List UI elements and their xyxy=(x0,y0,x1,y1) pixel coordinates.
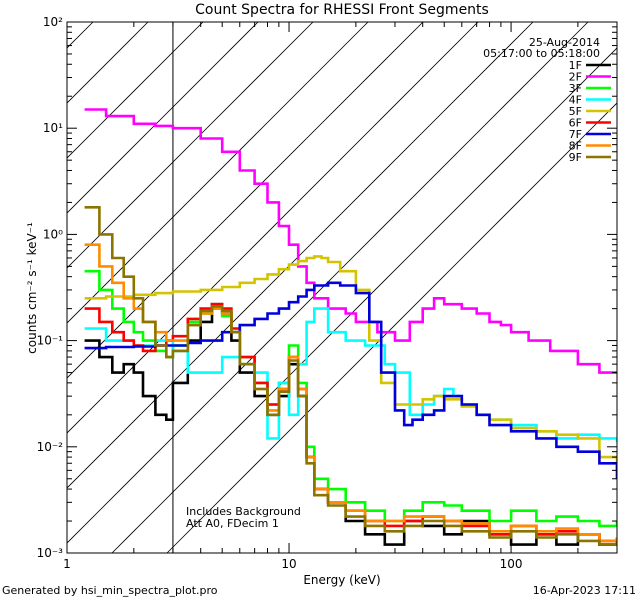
hatch-line xyxy=(67,22,424,379)
legend-label-3F: 3F xyxy=(569,82,582,95)
x-axis-label: Energy (keV) xyxy=(303,573,380,587)
legend-label-7F: 7F xyxy=(569,128,582,141)
legend-label-8F: 8F xyxy=(569,140,582,153)
y-tick-label: 10¹ xyxy=(43,121,63,135)
x-tick-labels: 1 10 100 xyxy=(63,557,522,571)
plot-frame xyxy=(66,21,618,554)
legend-label-4F: 4F xyxy=(569,94,582,107)
date-label: 25-Aug-2014 xyxy=(529,36,600,49)
series-7F xyxy=(84,281,617,479)
annotation-attenuator: Att A0, FDecim 1 xyxy=(186,517,279,530)
footer-generated-by: Generated by hsi_min_spectra_plot.pro xyxy=(2,584,218,597)
footer-timestamp: 16-Apr-2023 17:11 xyxy=(533,584,636,597)
y-axis-label: counts cm⁻² s⁻¹ keV⁻¹ xyxy=(25,222,39,354)
y-tick-label: 10⁻¹ xyxy=(37,334,64,348)
legend-label-5F: 5F xyxy=(569,105,582,118)
y-tick-label: 10⁻² xyxy=(37,440,64,454)
y-tick-label: 10⁰ xyxy=(43,227,63,241)
series-layer xyxy=(84,108,617,546)
x-tick-label: 100 xyxy=(500,557,523,571)
hatch-line xyxy=(67,22,314,269)
hatch-line xyxy=(67,22,479,434)
y-tick-label: 10⁻³ xyxy=(37,546,64,560)
series-9F xyxy=(84,206,617,546)
hatch-line xyxy=(67,22,589,544)
hatch-line xyxy=(67,22,259,214)
legend-label-1F: 1F xyxy=(569,59,582,72)
legend-label-6F: 6F xyxy=(569,117,582,130)
hatch-line xyxy=(111,47,617,553)
hatch-line xyxy=(67,22,534,489)
hatch-line xyxy=(67,22,204,159)
hatched-region xyxy=(67,22,617,553)
chart-title: Count Spectra for RHESSI Front Segments xyxy=(195,2,489,18)
axis-ticks xyxy=(66,21,618,554)
series-5F xyxy=(84,255,617,471)
time-range-label: 05:17:00 to 05:18:00 xyxy=(483,47,600,60)
x-tick-label: 10 xyxy=(281,557,296,571)
hatch-line xyxy=(67,22,369,324)
y-tick-labels: 10⁻³ 10⁻² 10⁻¹ 10⁰ 10¹ 10² xyxy=(37,15,64,560)
legend-label-2F: 2F xyxy=(569,71,582,84)
series-2F xyxy=(84,108,617,374)
x-tick-label: 1 xyxy=(63,557,71,571)
legend-label-9F: 9F xyxy=(569,151,582,164)
y-tick-label: 10² xyxy=(43,15,63,29)
annotation-background: Includes Background xyxy=(186,505,301,518)
